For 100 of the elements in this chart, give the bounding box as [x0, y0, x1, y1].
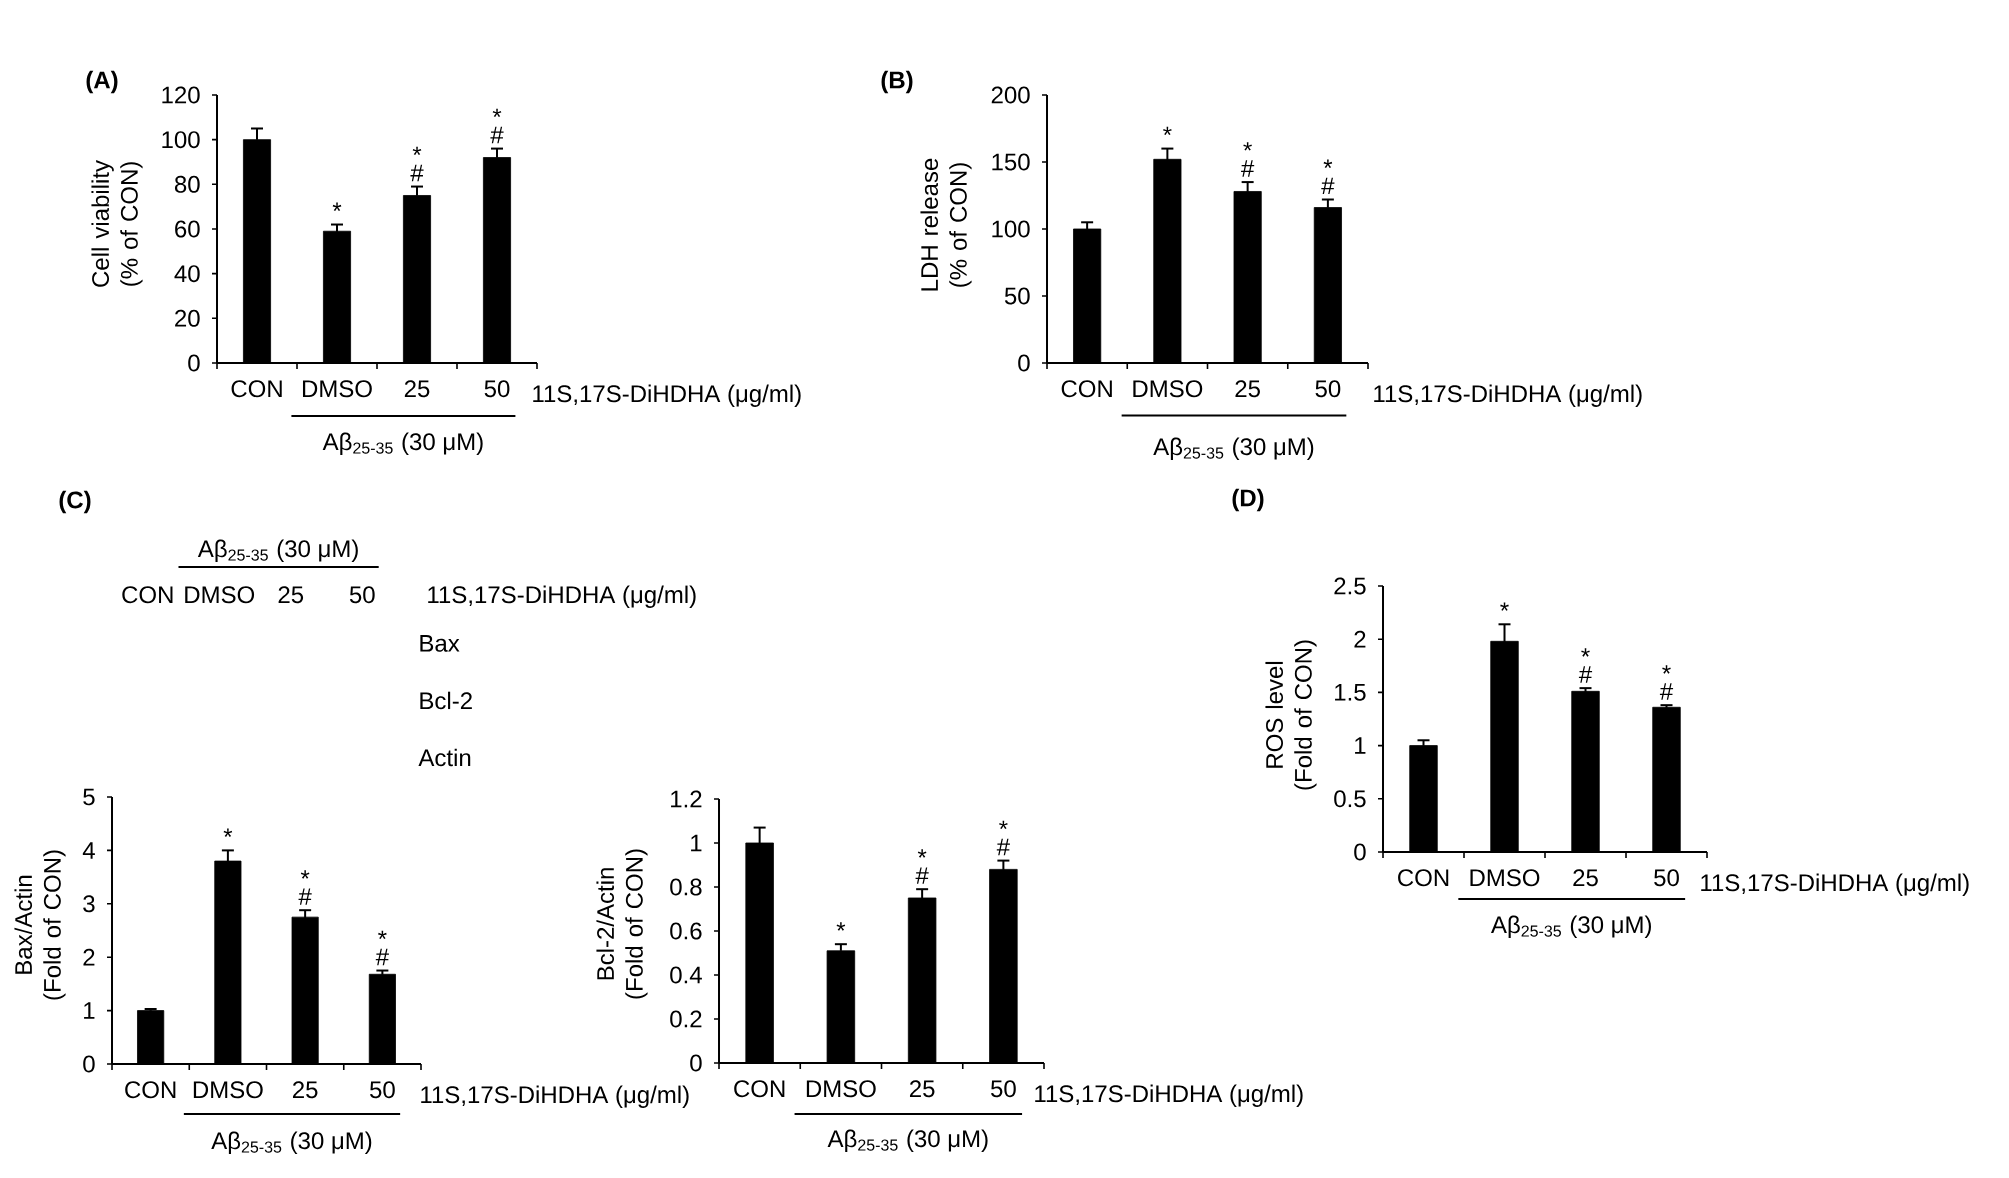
y-tick-label: 1.2 [671, 790, 702, 808]
y-axis-title: Cell viability (% of CON) [91, 160, 143, 287]
x-tick-label: CON [1061, 380, 1112, 398]
y-tick-label: 0.2 [670, 1010, 702, 1028]
text: Aβ$_{25-35}$ (30 μM) [1153, 437, 1314, 460]
y-tick-label: 80 [174, 175, 200, 193]
text: Aβ$_{25-35}$ (30 μM) [322, 432, 483, 455]
annotation: * [300, 870, 310, 879]
annotation: # [375, 948, 389, 966]
y-tick-label: 100 [162, 131, 200, 149]
annotation: * [1323, 159, 1333, 169]
annotation: # [996, 838, 1010, 856]
x-tick-label: DMSO [1470, 869, 1540, 887]
annotation: * [1662, 665, 1671, 674]
annotation: * [378, 930, 387, 940]
y-axis-title: LDH release (% of CON) [920, 158, 972, 291]
text: 11S,17S-DiHDHA (μg/ml) [428, 585, 696, 608]
category-label: 25 [278, 586, 304, 604]
x-axis-title: 11S,17S-DiHDHA (μg/ml) [1701, 873, 1969, 896]
category-label: Bcl-2 [420, 691, 472, 710]
y-tick-label: 120 [162, 86, 200, 104]
y-tick-label: 0 [83, 1055, 95, 1073]
x-tick-label: CON [125, 1081, 176, 1099]
x-tick-label: CON [1398, 869, 1449, 887]
y-tick-label: 0 [188, 354, 200, 372]
x-tick-label: 50 [484, 380, 510, 398]
annotation: * [1163, 126, 1172, 136]
y-tick-label: 1.5 [1335, 684, 1366, 701]
y-tick-label: 0 [1018, 354, 1030, 372]
x-tick-label: DMSO [1133, 380, 1203, 398]
chart-title: (D) [1232, 488, 1264, 512]
annotation: * [412, 146, 422, 156]
y-tick-label: 1 [84, 1002, 95, 1019]
annotation: # [410, 164, 424, 182]
y-tick-label: 1 [1355, 737, 1366, 754]
y-tick-label: 4 [82, 842, 95, 859]
annotation: * [917, 849, 927, 858]
y-axis-title: ROS level (Fold of CON) [1265, 640, 1317, 790]
annotation: * [999, 820, 1008, 830]
annotation: # [1321, 177, 1335, 195]
y-tick-label: 3 [83, 895, 95, 913]
x-axis-title: 11S,17S-DiHDHA (μg/ml) [1035, 1084, 1303, 1107]
annotation: # [1578, 666, 1593, 683]
category-label: DMSO [185, 586, 255, 604]
annotation: * [1243, 142, 1252, 151]
y-tick-label: 40 [174, 265, 200, 283]
category-label: 50 [349, 586, 375, 604]
text: (C) [59, 490, 91, 514]
x-tick-label: DMSO [302, 380, 372, 398]
y-tick-label: 60 [175, 220, 200, 238]
y-tick-label: 0.6 [670, 922, 702, 940]
text: Aβ$_{25-35}$ (30 μM) [211, 1131, 372, 1154]
category-label: CON [122, 586, 173, 604]
x-tick-label: CON [231, 380, 282, 398]
y-tick-label: 200 [991, 86, 1030, 104]
y-tick-label: 0 [1354, 843, 1366, 861]
y-tick-label: 0 [690, 1054, 702, 1072]
y-axis-title: Bax/Actin (Fold of CON) [14, 850, 66, 1000]
x-tick-label: DMSO [193, 1081, 263, 1099]
y-tick-label: 2 [1354, 630, 1366, 648]
annotation: * [332, 202, 342, 212]
category-label: Bax [420, 635, 460, 652]
annotation: # [490, 126, 504, 144]
annotation: # [1659, 683, 1674, 700]
text: Aβ$_{25-35}$ (30 μM) [197, 539, 358, 562]
annotation: * [1500, 602, 1509, 611]
x-tick-label: CON [734, 1080, 785, 1098]
category-label: Actin [418, 748, 471, 767]
y-tick-label: 0.4 [670, 966, 702, 984]
annotation: # [915, 867, 929, 884]
x-tick-label: 25 [1573, 869, 1598, 887]
y-tick-label: 1 [691, 834, 702, 852]
text: Aβ$_{25-35}$ (30 μM) [827, 1129, 988, 1152]
y-tick-label: 50 [1004, 287, 1030, 305]
x-tick-label: 50 [1315, 380, 1341, 398]
x-tick-label: 25 [909, 1080, 935, 1098]
chart-title: (B) [881, 70, 913, 94]
y-tick-label: 5 [83, 788, 95, 806]
annotation: * [836, 922, 846, 931]
y-tick-label: 0.5 [1334, 790, 1366, 808]
x-tick-label: 25 [1235, 380, 1260, 398]
x-tick-label: DMSO [806, 1080, 876, 1098]
annotation: * [223, 828, 233, 837]
x-tick-label: 50 [370, 1081, 395, 1099]
x-axis-title: 11S,17S-DiHDHA (μg/ml) [421, 1085, 689, 1108]
y-tick-label: 150 [992, 153, 1030, 171]
annotation: * [1581, 648, 1590, 657]
x-tick-label: 25 [292, 1081, 318, 1099]
y-tick-label: 20 [175, 309, 200, 327]
y-tick-label: 2.5 [1334, 577, 1366, 595]
annotation: # [298, 888, 312, 905]
chart-title: (A) [86, 70, 118, 94]
annotation: * [492, 108, 502, 118]
y-tick-label: 100 [992, 220, 1030, 238]
y-axis-title: Bcl-2/Actin (Fold of CON) [596, 849, 648, 999]
x-axis-title: 11S,17S-DiHDHA (μg/ml) [533, 384, 801, 407]
x-axis-title: 11S,17S-DiHDHA (μg/ml) [1374, 384, 1642, 407]
annotation: # [1241, 160, 1255, 177]
x-tick-label: 50 [1654, 869, 1679, 887]
text: Aβ$_{25-35}$ (30 μM) [1490, 915, 1651, 938]
